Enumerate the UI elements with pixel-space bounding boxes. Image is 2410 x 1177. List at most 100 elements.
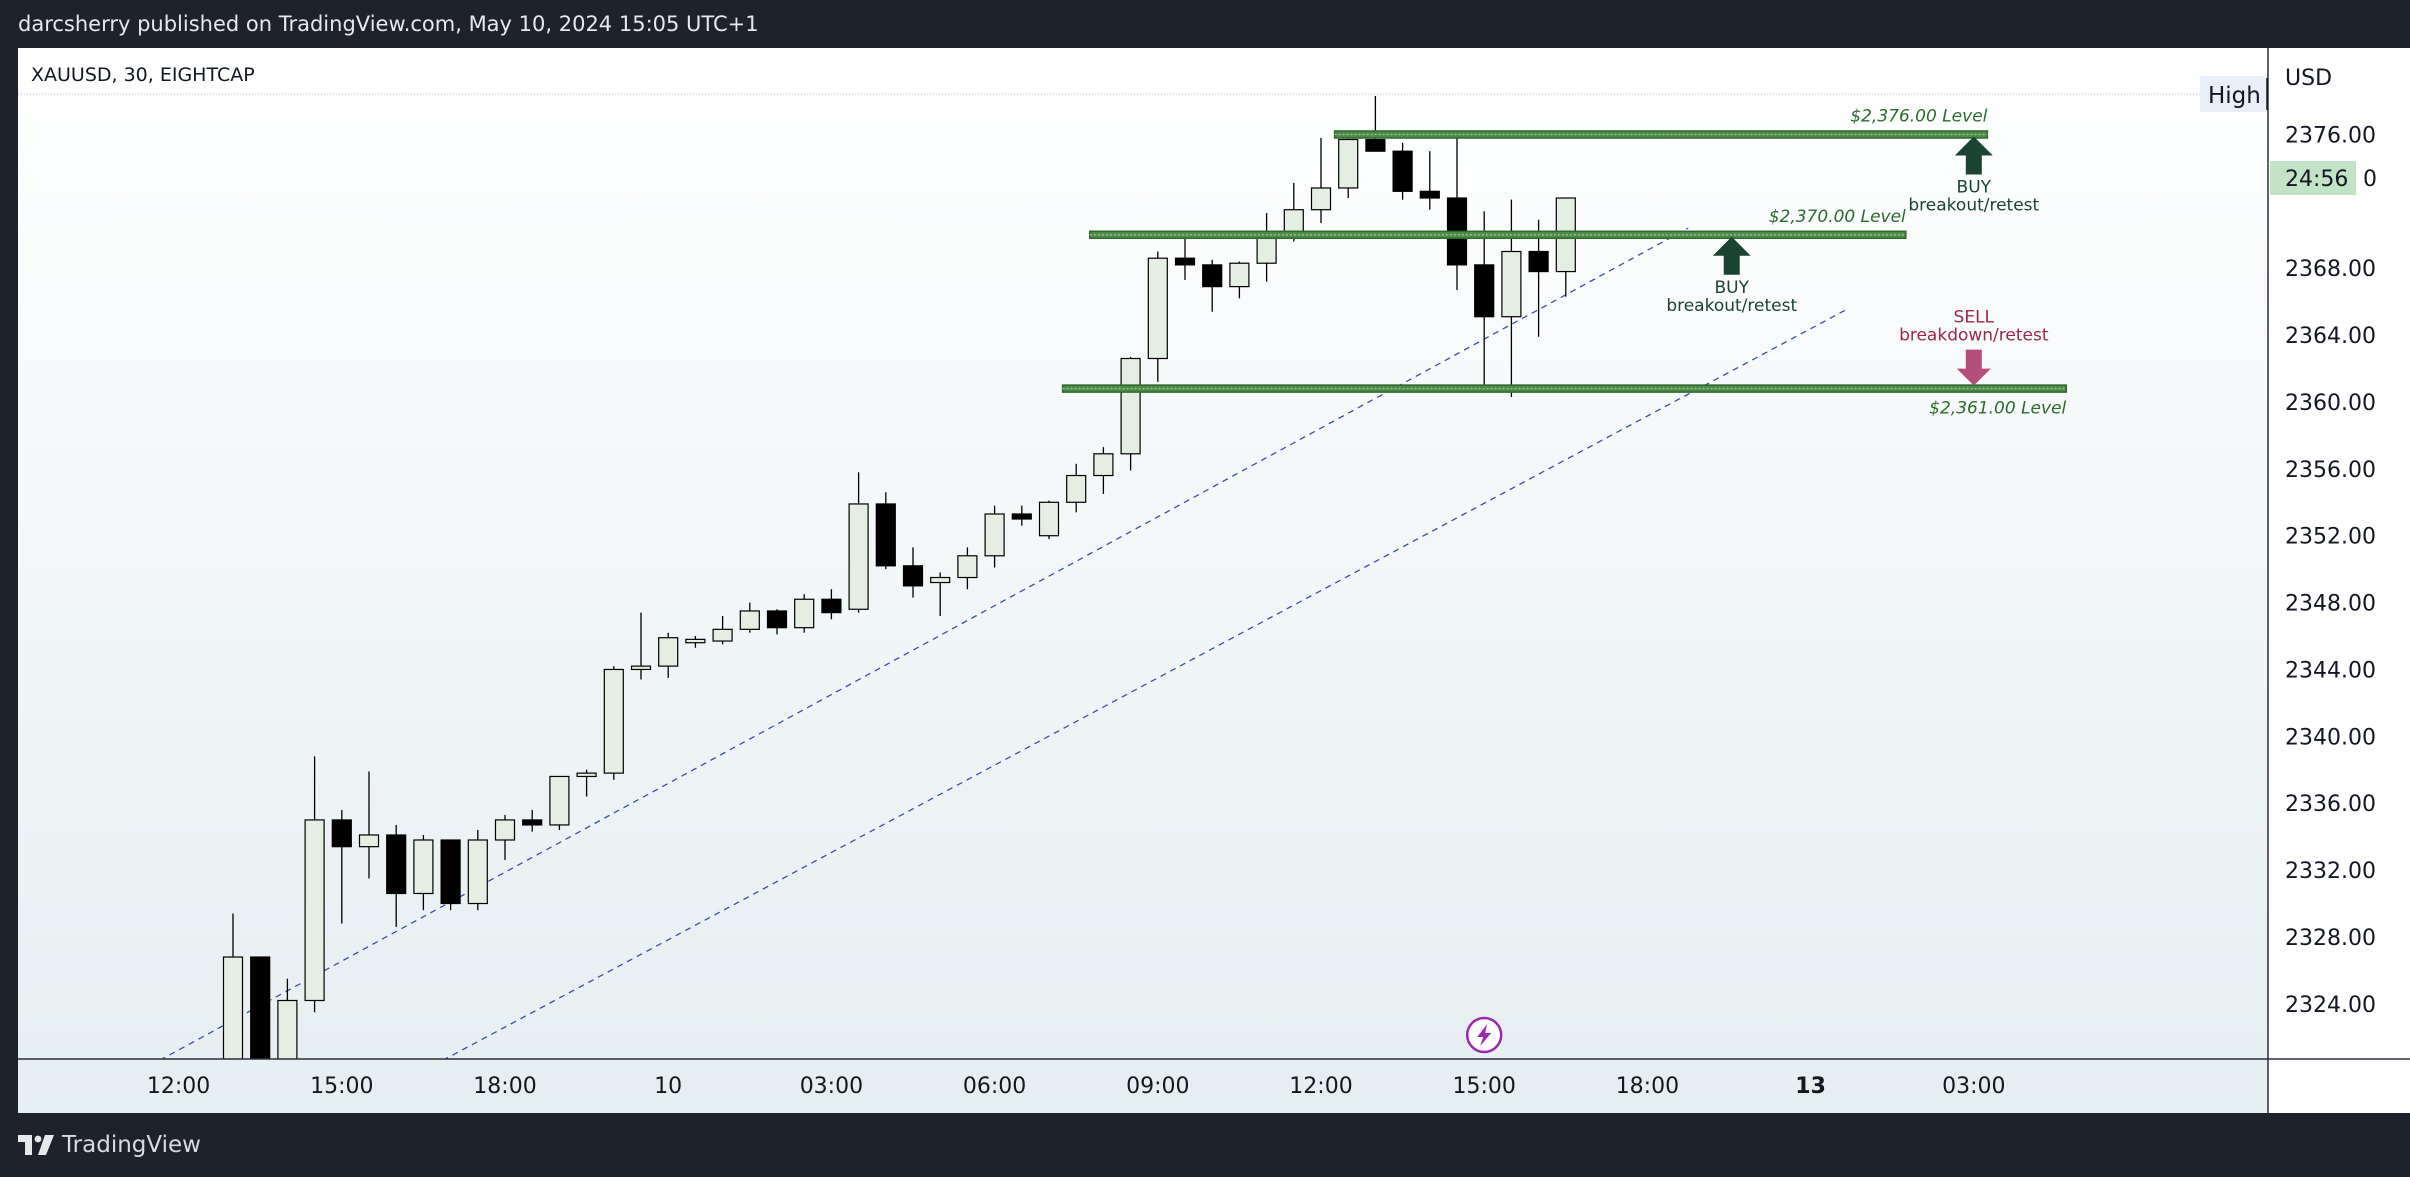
candle[interactable] bbox=[250, 956, 271, 1071]
signal-title: BUY bbox=[1957, 177, 1992, 197]
flash-icon[interactable] bbox=[1465, 1016, 1503, 1054]
candle[interactable] bbox=[1392, 142, 1413, 200]
candle-body-bull bbox=[277, 999, 298, 1059]
candle[interactable] bbox=[304, 756, 325, 1013]
candle[interactable] bbox=[1202, 259, 1223, 312]
currency-label[interactable]: USD bbox=[2285, 66, 2332, 91]
price-tick-label: 2348.00 bbox=[2285, 592, 2376, 617]
candle[interactable] bbox=[413, 834, 434, 911]
candle[interactable] bbox=[1174, 234, 1196, 280]
candle[interactable] bbox=[984, 505, 1005, 568]
candle[interactable] bbox=[957, 547, 978, 590]
candle-body-bull bbox=[549, 775, 570, 826]
countdown-price-fragment: 0 bbox=[2363, 167, 2377, 192]
candle[interactable] bbox=[1474, 211, 1495, 392]
candle[interactable] bbox=[603, 666, 624, 780]
candle-body-bull bbox=[467, 839, 488, 905]
candle-body-bear bbox=[250, 956, 271, 1059]
candlestick-chart[interactable]: $2,376.00 Level $2,370.00 Level $2,361.00 … bbox=[18, 48, 2410, 1113]
candle[interactable] bbox=[658, 632, 679, 678]
candle[interactable] bbox=[1501, 199, 1522, 397]
candle[interactable] bbox=[576, 769, 597, 797]
candle-body-bear bbox=[331, 819, 352, 848]
price-level[interactable]: $2,361.00 Level bbox=[1061, 384, 2068, 419]
candle[interactable] bbox=[630, 612, 652, 680]
price-tick-label: 2360.00 bbox=[2285, 391, 2376, 416]
candle[interactable] bbox=[1338, 132, 1359, 199]
candle-body-bull bbox=[957, 555, 978, 579]
price-level[interactable]: $2,370.00 Level bbox=[1089, 207, 1907, 240]
candle[interactable] bbox=[1147, 251, 1168, 382]
signal-title: SELL bbox=[1954, 308, 1995, 328]
candle[interactable] bbox=[712, 615, 733, 645]
candle[interactable] bbox=[1011, 505, 1032, 526]
chart-background bbox=[18, 48, 2410, 1113]
price-tick-label: 2356.00 bbox=[2285, 458, 2376, 483]
candle-body-bull bbox=[1038, 501, 1060, 537]
candle[interactable] bbox=[467, 829, 488, 911]
candle[interactable] bbox=[331, 809, 352, 924]
candle-body-bear bbox=[821, 598, 842, 614]
candle[interactable] bbox=[358, 771, 380, 879]
candle-body-bull bbox=[848, 503, 869, 610]
candle[interactable] bbox=[1066, 463, 1087, 513]
time-tick-label: 18:00 bbox=[473, 1074, 536, 1099]
signal-subtitle: breakout/retest bbox=[1666, 296, 1797, 316]
brand-name[interactable]: TradingView bbox=[62, 1132, 201, 1158]
candle-body-bear bbox=[1419, 190, 1440, 199]
candle[interactable] bbox=[848, 472, 869, 613]
candle[interactable] bbox=[494, 814, 516, 861]
candle[interactable] bbox=[1528, 219, 1549, 337]
flash-icon-bolt bbox=[1477, 1024, 1492, 1046]
candle[interactable] bbox=[222, 913, 244, 1071]
time-tick-label: 12:00 bbox=[1289, 1074, 1352, 1099]
candle[interactable] bbox=[440, 839, 461, 911]
signal-title: BUY bbox=[1714, 278, 1749, 298]
price-axis-panel[interactable] bbox=[2268, 48, 2410, 1113]
candle[interactable] bbox=[1310, 137, 1332, 224]
candle[interactable] bbox=[1120, 356, 1141, 471]
tradingview-logo-icon[interactable] bbox=[18, 1135, 54, 1155]
candle[interactable] bbox=[930, 572, 951, 616]
candle[interactable] bbox=[685, 636, 706, 648]
candle[interactable] bbox=[1093, 447, 1114, 494]
candle-body-bull bbox=[1066, 474, 1087, 503]
arrow-down-icon bbox=[1956, 349, 1991, 386]
candle-body-bull bbox=[1093, 453, 1114, 477]
candle-body-bull bbox=[222, 956, 244, 1059]
signal-subtitle: breakout/retest bbox=[1908, 195, 2039, 215]
symbol-info[interactable]: XAUUSD, 30, EIGHTCAP bbox=[31, 64, 255, 86]
candle[interactable] bbox=[821, 589, 842, 620]
time-tick-label: 13 bbox=[1795, 1074, 1826, 1099]
chart-area[interactable]: $2,376.00 Level $2,370.00 Level $2,361.00 … bbox=[18, 48, 2410, 1113]
price-tick-label: 2324.00 bbox=[2285, 993, 2376, 1018]
candle[interactable] bbox=[739, 602, 760, 633]
price-level[interactable]: $2,376.00 Level bbox=[1333, 106, 1989, 139]
candle[interactable] bbox=[794, 594, 815, 633]
candle[interactable] bbox=[875, 492, 896, 570]
candle[interactable] bbox=[1229, 261, 1250, 299]
candle[interactable] bbox=[549, 775, 570, 830]
candle-body-bull bbox=[1229, 262, 1250, 288]
candle[interactable] bbox=[766, 609, 788, 635]
candle[interactable] bbox=[902, 547, 924, 598]
candle[interactable] bbox=[1419, 151, 1440, 210]
candle-body-bear bbox=[1474, 264, 1495, 318]
candle-body-bull bbox=[304, 819, 325, 1002]
candle[interactable] bbox=[386, 824, 407, 927]
time-tick-label: 03:00 bbox=[800, 1074, 863, 1099]
high-label: High bbox=[2208, 83, 2261, 109]
candle[interactable] bbox=[1038, 500, 1060, 540]
candle[interactable] bbox=[277, 978, 298, 1071]
candle-body-bull bbox=[358, 834, 380, 848]
candle-body-bull bbox=[712, 628, 733, 642]
candle[interactable] bbox=[522, 809, 543, 832]
candle-body-bear bbox=[875, 503, 896, 567]
candle-body-bull bbox=[794, 598, 815, 629]
trendline[interactable] bbox=[141, 227, 1689, 1071]
trendline[interactable] bbox=[423, 307, 1849, 1070]
candle-body-bull bbox=[494, 819, 516, 841]
